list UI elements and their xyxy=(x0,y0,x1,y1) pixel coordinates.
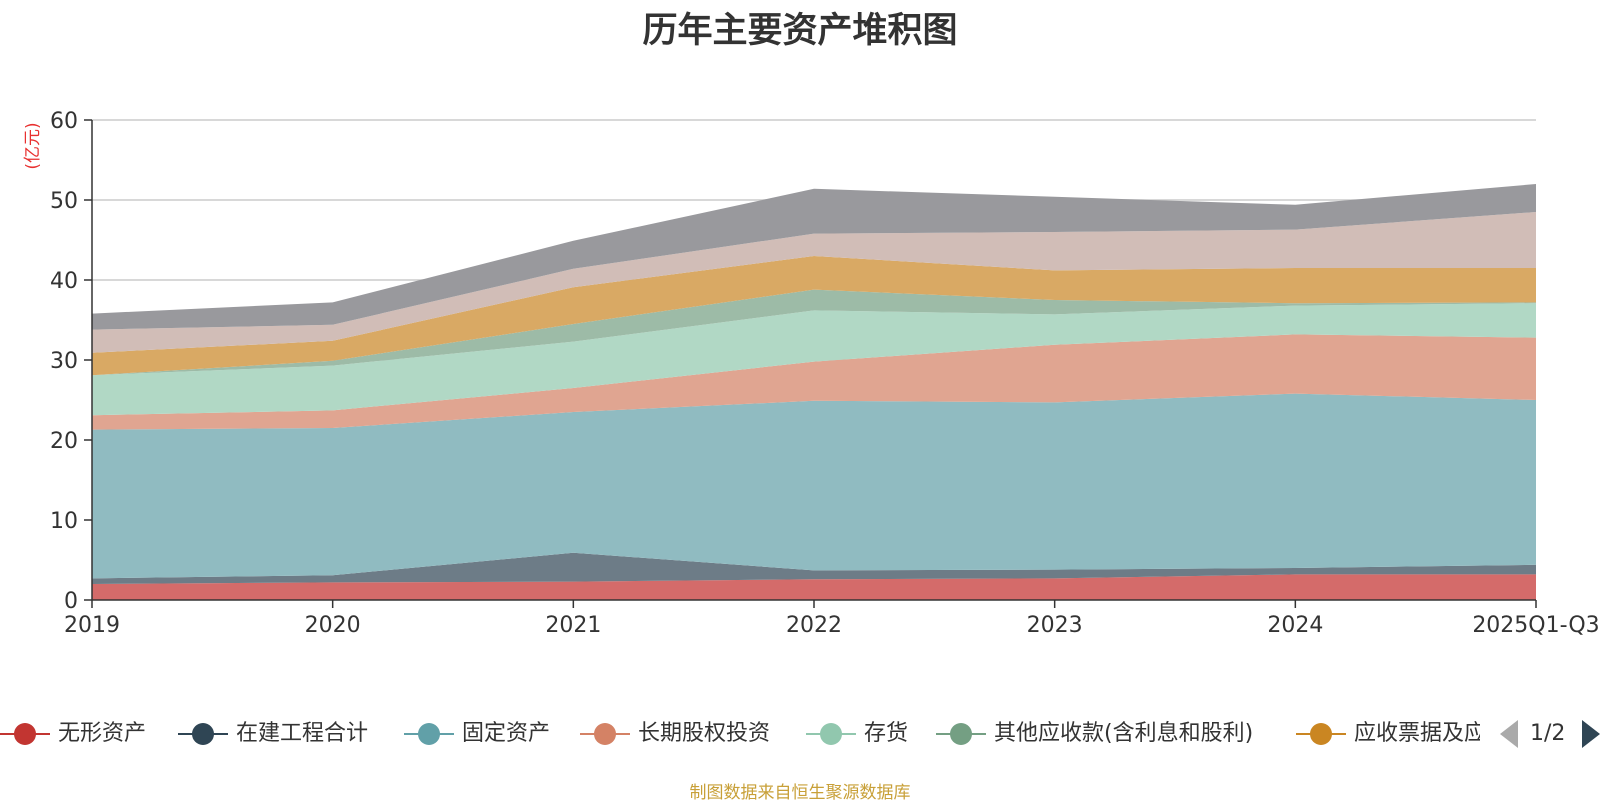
axes: 0 10 20 30 40 50 60 2019 2020 2021 2022 2023 2024 202… xyxy=(50,109,1600,638)
legend-label: 应收票据及应收账款 xyxy=(1354,721,1480,746)
area-series-1 xyxy=(92,574,1536,600)
x-tick-label-2: 2021 xyxy=(545,613,601,638)
legend-label: 存货 xyxy=(864,721,909,746)
data-source-note: 制图数据来自恒生聚源数据库 xyxy=(689,783,911,803)
y-tick-label-0: 0 xyxy=(64,589,78,614)
y-tick-label-50: 50 xyxy=(50,189,78,214)
x-tick-label-4: 2023 xyxy=(1027,613,1083,638)
area-series-6 xyxy=(92,289,1536,376)
legend-label: 长期股权投资 xyxy=(638,721,771,746)
legend-next-page-icon[interactable] xyxy=(1582,720,1600,748)
legend-label: 在建工程合计 xyxy=(236,721,369,746)
area-series-8 xyxy=(92,212,1536,353)
legend-item-7[interactable]: 应收票据及应收账款 xyxy=(1296,716,1480,752)
legend-item-1[interactable]: 无形资产 xyxy=(0,716,146,752)
area-series-9 xyxy=(92,184,1536,330)
legend-marker-icon xyxy=(1296,716,1346,752)
legend-marker-icon xyxy=(178,716,228,752)
y-tick-label-60: 60 xyxy=(50,109,78,134)
y-axis-unit-label: (亿元) xyxy=(23,122,43,169)
legend-marker-icon xyxy=(806,716,856,752)
x-tick-label-5: 2024 xyxy=(1267,613,1323,638)
stacked-area-chart: 0 10 20 30 40 50 60 2019 2020 2021 2022 2023 2024 202… xyxy=(23,109,1600,638)
legend-prev-page-icon[interactable] xyxy=(1500,720,1518,748)
legend-pager: 1/2 xyxy=(1500,716,1600,752)
area-series xyxy=(92,184,1536,600)
legend-item-6[interactable]: 其他应收款(含利息和股利) xyxy=(936,716,1253,752)
legend-overflow-clip: 应收票据及应收账款 xyxy=(1296,716,1480,752)
legend-item-5[interactable]: 存货 xyxy=(806,716,908,752)
x-tick-label-0: 2019 xyxy=(64,613,120,638)
legend-marker-icon xyxy=(404,716,454,752)
area-series-7 xyxy=(92,256,1536,376)
legend-page-indicator: 1/2 xyxy=(1530,721,1566,746)
area-series-2 xyxy=(92,552,1536,584)
legend-marker-icon xyxy=(0,716,50,752)
legend-marker-icon xyxy=(936,716,986,752)
area-series-4 xyxy=(92,334,1536,430)
legend-label: 固定资产 xyxy=(462,721,551,746)
legend-item-3[interactable]: 固定资产 xyxy=(404,716,550,752)
legend: 无形资产 在建工程合计 固定资产 长期股权投资 存货 其他应收款(含利息和股利) 应收票据及… xyxy=(0,716,1600,752)
legend-item-2[interactable]: 在建工程合计 xyxy=(178,716,368,752)
y-tick-label-10: 10 xyxy=(50,509,78,534)
y-tick-label-40: 40 xyxy=(50,269,78,294)
y-tick-label-20: 20 xyxy=(50,429,78,454)
x-tick-label-3: 2022 xyxy=(786,613,842,638)
legend-marker-icon xyxy=(580,716,630,752)
legend-item-4[interactable]: 长期股权投资 xyxy=(580,716,770,752)
area-series-3 xyxy=(92,393,1536,579)
area-series-5 xyxy=(92,303,1536,416)
x-tick-label-1: 2020 xyxy=(305,613,361,638)
x-tick-label-6: 2025Q1-Q3 xyxy=(1472,613,1599,638)
chart-title: 历年主要资产堆积图 xyxy=(642,11,958,51)
y-tick-label-30: 30 xyxy=(50,349,78,374)
legend-label: 其他应收款(含利息和股利) xyxy=(994,721,1254,746)
legend-label: 无形资产 xyxy=(58,721,147,746)
